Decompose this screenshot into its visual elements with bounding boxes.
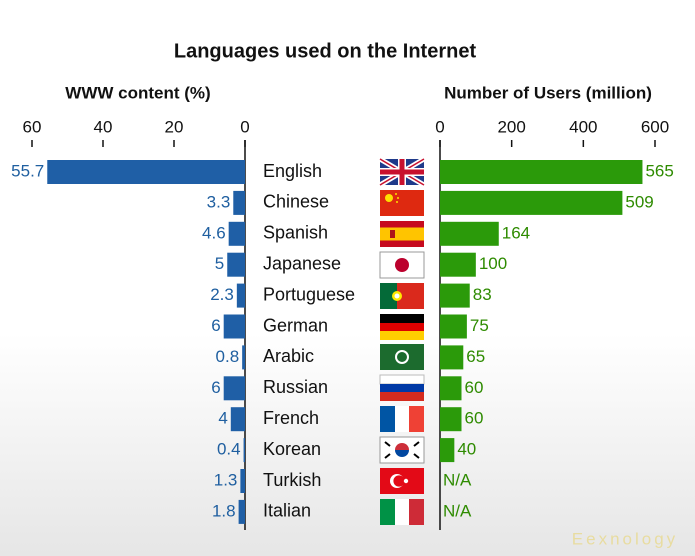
bar [440, 160, 643, 184]
bar [238, 499, 245, 524]
flag-spain [380, 221, 424, 247]
value-label: 60 [465, 378, 484, 397]
x-tick-label: 0 [435, 117, 444, 136]
category-label: Italian [263, 501, 311, 521]
bar [223, 376, 245, 401]
bar [242, 345, 245, 370]
category-label: Portuguese [263, 284, 355, 304]
x-tick-label: 200 [497, 117, 525, 136]
value-label: 75 [470, 316, 489, 335]
x-tick-label: 600 [641, 117, 669, 136]
flag-italy [380, 499, 424, 525]
flag-russia [379, 374, 425, 401]
bar [440, 345, 464, 370]
value-label: N/A [443, 470, 472, 489]
bar [440, 283, 470, 308]
flag-portugal [380, 283, 424, 309]
chart-title: Languages used on the Internet [174, 40, 477, 62]
category-label: French [263, 408, 319, 428]
x-tick-label: 40 [94, 117, 113, 136]
bar [47, 160, 245, 184]
value-label: 3.3 [207, 192, 231, 211]
value-label: 2.3 [210, 285, 234, 304]
flag-germany [380, 314, 424, 340]
value-label: 164 [502, 223, 530, 242]
bar [228, 221, 245, 246]
value-label: 83 [473, 285, 492, 304]
bar [440, 407, 462, 432]
category-label: Chinese [263, 192, 329, 212]
value-label: 509 [625, 192, 653, 211]
panel-title: Number of Users (million) [444, 83, 652, 102]
flag-uk [378, 156, 426, 188]
bar [227, 252, 245, 277]
value-label: 0.8 [216, 347, 240, 366]
x-tick-label: 60 [23, 117, 42, 136]
bar [223, 314, 245, 339]
value-label: 65 [466, 347, 485, 366]
value-label: 1.3 [214, 470, 238, 489]
flag-france [380, 406, 424, 432]
category-label: Turkish [263, 470, 321, 490]
value-label: 1.8 [212, 501, 236, 520]
value-label: 6 [211, 316, 220, 335]
bar [440, 314, 467, 339]
category-label: English [263, 161, 322, 181]
value-label: 100 [479, 254, 507, 273]
value-label: 6 [211, 378, 220, 397]
watermark: Eexnology [572, 529, 678, 548]
bar [440, 190, 623, 215]
bar [440, 376, 462, 401]
category-label: Arabic [263, 346, 314, 366]
value-label: 55.7 [11, 161, 44, 180]
bar [243, 438, 245, 463]
x-tick-label: 400 [569, 117, 597, 136]
category-label: German [263, 315, 328, 335]
category-label: Japanese [263, 253, 341, 273]
category-label: Spanish [263, 223, 328, 243]
bar [440, 438, 455, 463]
bar [440, 252, 476, 277]
panel-title: WWW content (%) [65, 83, 210, 102]
value-label: 0.4 [217, 440, 241, 459]
category-label: Russian [263, 377, 328, 397]
bar [236, 283, 245, 308]
value-label: 5 [215, 254, 224, 273]
category-label: Korean [263, 439, 321, 459]
x-tick-label: 0 [240, 117, 249, 136]
bar [440, 221, 499, 246]
flag-arabic [380, 344, 424, 370]
value-label: 40 [457, 440, 476, 459]
flag-turkey [380, 468, 424, 494]
value-label: N/A [443, 501, 472, 520]
flag-korea [379, 436, 425, 464]
bar [233, 190, 245, 215]
bar [230, 407, 245, 432]
value-label: 4.6 [202, 223, 226, 242]
bar [240, 469, 245, 493]
value-label: 4 [218, 409, 227, 428]
value-label: 60 [465, 409, 484, 428]
x-tick-label: 20 [165, 117, 184, 136]
flag-china [380, 190, 424, 216]
flags [378, 156, 426, 525]
value-label: 565 [645, 161, 673, 180]
flag-japan [379, 251, 425, 279]
